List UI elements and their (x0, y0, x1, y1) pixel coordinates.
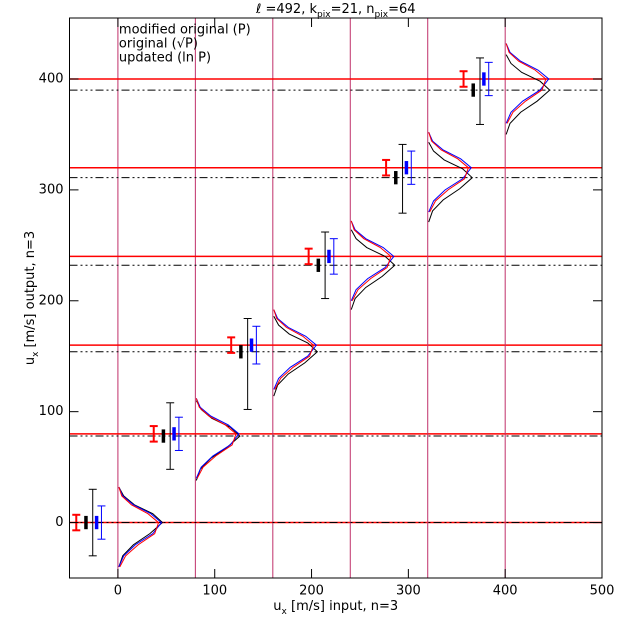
error-bar (252, 325, 261, 365)
error-bar (476, 57, 485, 125)
y-axis-label-part: u (23, 357, 38, 365)
chart-title-part: =64 (388, 2, 415, 17)
error-bar (88, 488, 97, 557)
histogram-curve (195, 398, 237, 479)
y-tick-label: 400 (39, 71, 64, 86)
histogram-curve (505, 54, 551, 135)
histogram-curve (505, 43, 547, 124)
error-bar (243, 318, 252, 410)
error-bar (174, 416, 183, 451)
x-axis-label: ux [m/s] input, n=3 (273, 599, 398, 617)
error-bar (321, 231, 330, 300)
histogram-curve (350, 220, 392, 302)
error-bar (149, 425, 158, 443)
error-bar (398, 143, 407, 214)
error-bar (97, 505, 106, 540)
y-tick-label: 200 (39, 293, 64, 308)
chart-title-part: =21, n (331, 2, 375, 17)
error-bar (484, 61, 493, 97)
histogram-curve (273, 309, 318, 390)
legend-entry: original (√P) (119, 37, 198, 52)
error-bar (459, 70, 468, 88)
histogram-curve (118, 486, 164, 568)
y-axis-label: ux [m/s] output, n=3 (23, 231, 41, 365)
y-axis-label-part: [m/s] output, n=3 (23, 231, 38, 352)
x-tick-label: 400 (493, 584, 518, 599)
histogram-curve (195, 398, 240, 479)
histogram-curve (273, 309, 315, 390)
plot-frame (69, 17, 603, 579)
y-axis-label-part: x (31, 351, 41, 357)
error-bar (166, 402, 175, 470)
histogram-curve (428, 132, 472, 213)
x-axis-label-part: [m/s] input, n=3 (287, 599, 398, 614)
legend-entry: updated (ln P) (119, 51, 211, 66)
error-bar (382, 158, 391, 177)
chart-title-part: pix (317, 10, 331, 20)
y-tick-label: 100 (39, 404, 64, 419)
legend-entry: modified original (P) (119, 23, 251, 38)
x-tick-label: 0 (114, 584, 122, 599)
histogram-curve (350, 229, 396, 310)
histogram-curve (505, 43, 550, 124)
error-bar (304, 247, 313, 266)
x-tick-label: 500 (590, 584, 615, 599)
error-bar (329, 238, 338, 275)
chart-title: ℓ =492, kpix=21, npix=64 (255, 2, 416, 20)
histogram-curve (350, 220, 395, 301)
chart-title-part: ℓ =492, k (255, 2, 317, 17)
x-tick-label: 100 (202, 584, 227, 599)
x-axis-label-part: u (273, 599, 281, 614)
x-tick-label: 200 (299, 584, 324, 599)
error-bar (227, 336, 236, 354)
y-tick-label: 300 (39, 182, 64, 197)
histogram-curve (428, 132, 469, 213)
x-tick-label: 300 (396, 584, 421, 599)
histogram-curve (273, 316, 319, 397)
chart-title-part: pix (375, 10, 389, 20)
histogram-curve (118, 486, 163, 568)
x-axis-label-part: x (282, 607, 288, 617)
histogram-curve (118, 486, 160, 568)
y-tick-label: 0 (55, 515, 63, 530)
histogram-curve (428, 141, 474, 223)
error-bar (407, 150, 416, 185)
